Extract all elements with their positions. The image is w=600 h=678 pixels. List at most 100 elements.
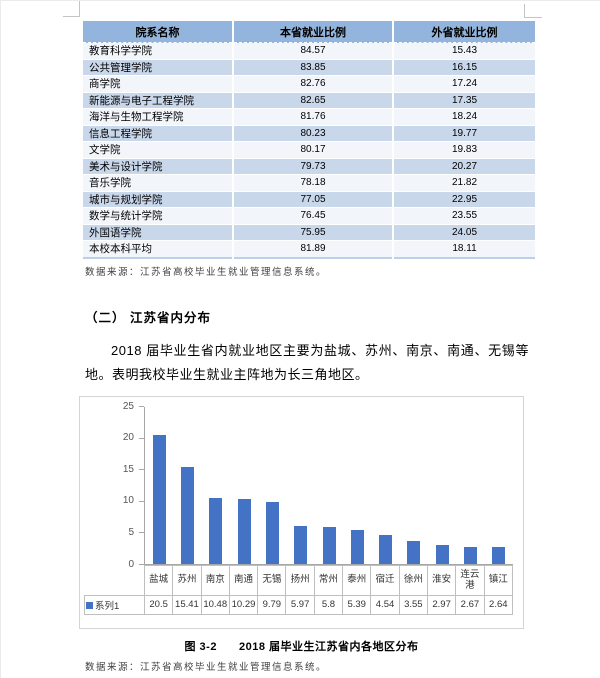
value-cell: 4.54 <box>370 594 400 615</box>
table-row: 本校本科平均 81.89 18.11 <box>83 240 535 258</box>
legend-label: 系列1 <box>95 600 120 612</box>
department-name-cell: 信息工程学院 <box>83 125 233 142</box>
ratio-value-cell: 84.57 <box>232 42 393 60</box>
bar <box>492 546 506 564</box>
y-axis-tick-label: 15 <box>122 463 134 475</box>
ratio-value-cell: 15.43 <box>392 42 535 60</box>
category-cell: 泰州 <box>342 564 372 596</box>
ratio-value-cell: 80.23 <box>232 125 393 142</box>
bar <box>407 541 421 564</box>
ratio-value-cell: 23.55 <box>392 207 535 225</box>
table-row: 公共管理学院 83.85 16.15 <box>83 59 535 76</box>
ratio-value-cell: 20.27 <box>392 158 535 175</box>
bar-slot <box>315 407 343 564</box>
text-boundary-mark <box>79 1 80 17</box>
department-name-cell: 数学与统计学院 <box>83 207 233 225</box>
bar <box>350 529 364 564</box>
ratio-value-cell: 17.24 <box>392 75 535 93</box>
bar-chart: 0 5 10 15 20 25 盐城 苏州 南京 南通 无锡 扬州 常州 泰州 宿迁 徐州 淮安 连云港 镇江 系列… <box>79 395 524 629</box>
department-name-cell: 本校本科平均 <box>83 240 233 258</box>
department-employment-table: 院系名称 本省就业比例 外省就业比例 教育科学学院 84.57 15.43 公共管理学… <box>83 21 535 259</box>
value-cell: 3.55 <box>398 594 428 615</box>
category-cell: 徐州 <box>398 564 428 596</box>
chart-plot-region: 0 5 10 15 20 25 <box>84 401 513 570</box>
ratio-value-cell: 19.83 <box>392 141 535 159</box>
section-heading: （二） 江苏省内分布 <box>85 310 211 325</box>
ratio-value-cell: 80.17 <box>232 141 393 159</box>
ratio-value-cell: 24.05 <box>392 224 535 241</box>
body-paragraph: 2018 届毕业生省内就业地区主要为盐城、苏州、南京、南通、无锡等地。表明我校毕… <box>85 342 529 382</box>
value-cell: 10.29 <box>228 594 259 615</box>
category-cell: 常州 <box>313 564 344 596</box>
table-row: 数学与统计学院 76.45 23.55 <box>83 207 535 225</box>
ratio-value-cell: 18.11 <box>392 240 535 258</box>
y-axis-tick-mark <box>139 406 144 407</box>
ratio-value-cell: 77.05 <box>232 191 393 208</box>
y-axis-tick-mark <box>139 500 144 502</box>
table-row: 文学院 80.17 19.83 <box>83 141 535 159</box>
table-row: 音乐学院 78.18 21.82 <box>83 174 535 192</box>
department-name-cell: 海洋与生物工程学院 <box>83 108 233 126</box>
chart-caption: 图 3-2 2018 届毕业生江苏省内各地区分布 <box>79 638 524 654</box>
table-source-note: 数据来源：江苏省高校毕业生就业管理信息系统。 <box>85 266 328 278</box>
bar <box>294 526 308 564</box>
y-axis-tick-mark <box>139 437 144 439</box>
value-cell: 9.79 <box>257 594 287 615</box>
value-cell: 2.67 <box>455 594 485 615</box>
chart-data-table: 盐城 苏州 南京 南通 无锡 扬州 常州 泰州 宿迁 徐州 淮安 连云港 镇江 系列1 20.5 15.41 1… <box>84 564 514 615</box>
value-row: 系列1 20.5 15.41 10.48 10.29 9.79 5.97 5.8 5.39 4.5… <box>84 594 514 615</box>
ratio-value-cell: 18.24 <box>392 108 535 126</box>
bar <box>209 497 223 564</box>
y-axis: 0 5 10 15 20 25 <box>84 401 144 570</box>
bar-slot <box>145 407 173 564</box>
department-name-cell: 商学院 <box>83 75 233 93</box>
value-cell: 10.48 <box>200 594 230 615</box>
figure-title: 2018 届毕业生江苏省内各地区分布 <box>238 640 419 653</box>
category-row: 盐城 苏州 南京 南通 无锡 扬州 常州 泰州 宿迁 徐州 淮安 连云港 镇江 <box>85 564 514 596</box>
y-axis-tick-mark <box>139 469 144 471</box>
bar <box>237 498 251 564</box>
y-axis-tick-label: 0 <box>128 558 134 570</box>
ratio-value-cell: 75.95 <box>232 224 393 241</box>
category-cell: 南通 <box>228 564 259 596</box>
bar-slot <box>202 407 230 564</box>
department-name-cell: 教育科学学院 <box>83 42 233 60</box>
category-cell: 扬州 <box>285 564 315 596</box>
value-cell: 15.41 <box>172 594 202 615</box>
category-cell: 镇江 <box>483 564 514 596</box>
bar-slot <box>230 407 258 564</box>
bar <box>322 527 336 564</box>
table-row: 美术与设计学院 79.73 20.27 <box>83 158 535 175</box>
bar-slot <box>485 407 513 564</box>
department-name-cell: 文学院 <box>83 141 233 159</box>
ratio-value-cell: 83.85 <box>232 59 393 76</box>
table-row: 新能源与电子工程学院 82.65 17.35 <box>83 92 535 109</box>
department-name-cell: 城市与规划学院 <box>83 191 233 208</box>
bar <box>435 544 449 564</box>
bar <box>265 502 279 564</box>
value-cell: 5.8 <box>313 594 344 615</box>
legend-swatch-icon <box>86 601 93 609</box>
header-cell-out-province: 外省就业比例 <box>392 21 535 43</box>
ratio-value-cell: 19.77 <box>392 125 535 142</box>
ratio-value-cell: 16.15 <box>392 59 535 76</box>
bar <box>152 434 166 564</box>
department-name-cell: 新能源与电子工程学院 <box>83 92 233 109</box>
category-cell: 南京 <box>200 564 230 596</box>
y-axis-tick-mark <box>139 564 144 565</box>
ratio-value-cell: 21.82 <box>392 174 535 192</box>
department-name-cell: 外国语学院 <box>83 224 233 241</box>
department-name-cell: 公共管理学院 <box>83 59 233 76</box>
table-row: 信息工程学院 80.23 19.77 <box>83 125 535 142</box>
legend-cell: 系列1 <box>84 594 145 615</box>
value-cell: 5.39 <box>342 594 372 615</box>
category-cell: 淮安 <box>426 564 457 596</box>
corner-cell <box>85 565 145 595</box>
bar-slot <box>372 407 400 564</box>
table-header-row: 院系名称 本省就业比例 外省就业比例 <box>83 21 535 43</box>
text-boundary-mark <box>63 16 80 17</box>
department-name-cell: 美术与设计学院 <box>83 158 233 175</box>
bar <box>379 535 393 564</box>
y-axis-tick-label: 5 <box>128 526 134 538</box>
